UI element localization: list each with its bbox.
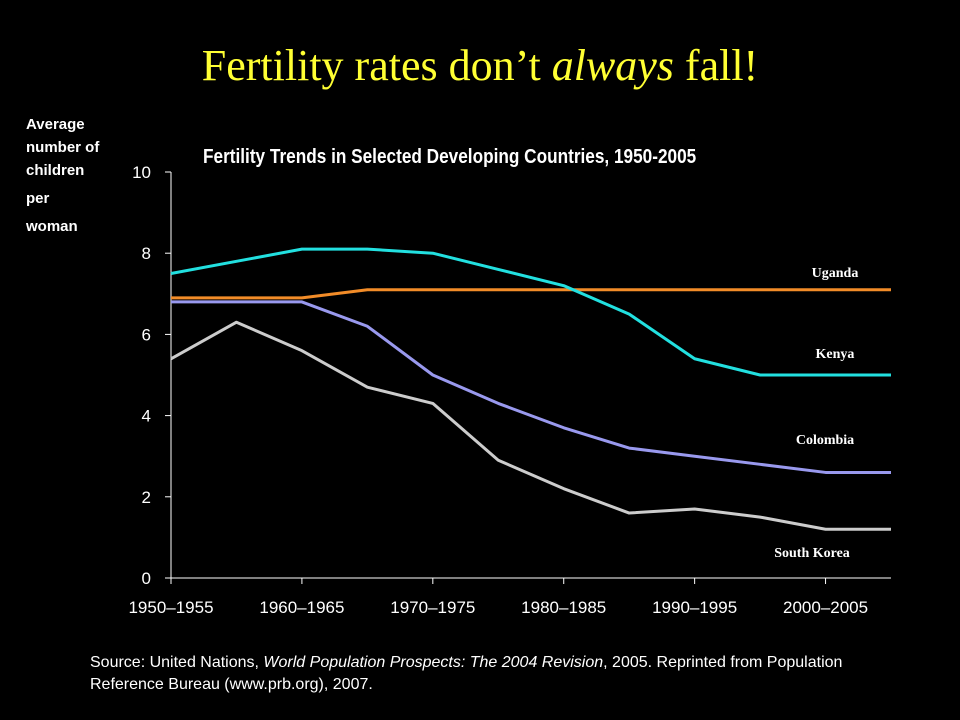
y-tick-label: 6 xyxy=(142,325,151,344)
title-emphasis: always xyxy=(551,41,674,90)
series-label: Colombia xyxy=(796,433,854,448)
y-label-line: Average xyxy=(26,116,85,133)
series-line-kenya xyxy=(170,247,891,377)
y-tick-label: 8 xyxy=(142,244,151,263)
x-tick-label: 1990–1995 xyxy=(652,598,737,617)
series-label: Kenya xyxy=(816,347,855,362)
x-tick-label: 2000–2005 xyxy=(783,598,868,617)
source-publication: World Population Prospects: The 2004 Rev… xyxy=(263,654,604,671)
fertility-line-chart: 0 2 4 6 8 10 1950–1955 1960–1965 1970–1975 1980–1… xyxy=(128,163,891,617)
source-note: Source: United Nations, World Population… xyxy=(90,654,843,693)
series-line-colombia xyxy=(171,300,891,474)
x-tick-label: 1980–1985 xyxy=(521,598,606,617)
y-tick-label: 0 xyxy=(142,569,151,588)
y-tick-label: 2 xyxy=(142,488,151,507)
series-line-south-korea xyxy=(170,320,891,531)
x-tick-label: 1950–1955 xyxy=(128,598,213,617)
y-label-line: woman xyxy=(26,218,78,235)
y-label-line: per xyxy=(26,190,50,207)
x-tick-label: 1960–1965 xyxy=(259,598,344,617)
chart-title: Fertility Trends in Selected Developing … xyxy=(203,146,697,168)
y-label-line: children xyxy=(26,162,85,179)
series-label: Uganda xyxy=(812,266,859,281)
y-axis-label: Average number of children per woman xyxy=(26,112,146,240)
y-tick-label: 4 xyxy=(142,407,151,426)
y-label-line: number of xyxy=(26,139,100,156)
series-line-uganda xyxy=(171,288,891,300)
x-tick-label: 1970–1975 xyxy=(390,598,475,617)
series-label: South Korea xyxy=(774,546,850,561)
y-tick-label: 10 xyxy=(132,163,151,182)
slide-title: Fertility rates don’t always fall! xyxy=(201,41,759,90)
